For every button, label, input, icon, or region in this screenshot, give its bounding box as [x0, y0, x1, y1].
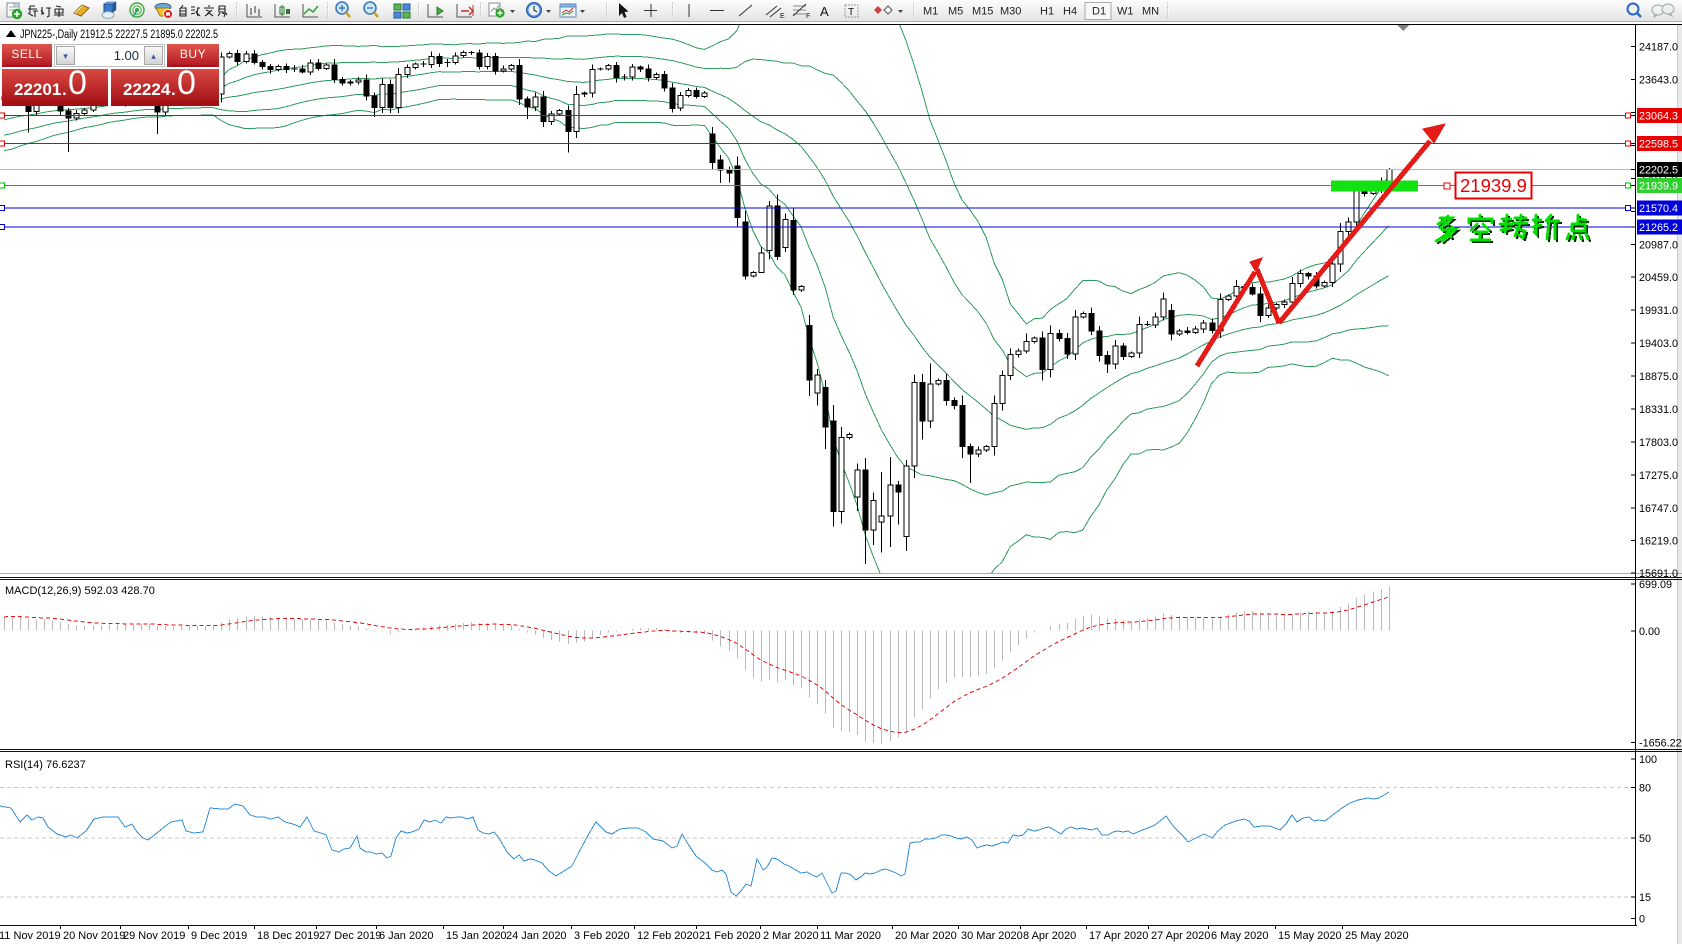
svg-text:H4: H4	[1063, 6, 1077, 18]
svg-text:15 May 2020: 15 May 2020	[1278, 930, 1342, 942]
svg-text:15: 15	[1639, 892, 1651, 904]
svg-text:0.00: 0.00	[1639, 626, 1660, 638]
svg-text:18875.0: 18875.0	[1639, 371, 1678, 383]
svg-text:E: E	[780, 13, 785, 20]
svg-text:80: 80	[1639, 783, 1651, 795]
svg-text:JPN225-,Daily 21912.5 22227.5: JPN225-,Daily 21912.5 22227.5 21895.0 22…	[20, 29, 218, 41]
svg-text:21939.9: 21939.9	[1460, 175, 1527, 196]
svg-text:8 Apr 2020: 8 Apr 2020	[1023, 930, 1076, 942]
svg-text:20987.0: 20987.0	[1639, 239, 1678, 251]
svg-text:W1: W1	[1117, 6, 1134, 18]
svg-text:30 Mar 2020: 30 Mar 2020	[961, 930, 1023, 942]
svg-text:23064.3: 23064.3	[1639, 111, 1678, 123]
svg-text:24187.0: 24187.0	[1639, 42, 1678, 54]
svg-text:A: A	[820, 4, 829, 19]
svg-text:17 Apr 2020: 17 Apr 2020	[1089, 930, 1148, 942]
svg-text:19931.0: 19931.0	[1639, 305, 1678, 317]
svg-text:M5: M5	[948, 6, 963, 18]
svg-text:16219.0: 16219.0	[1639, 536, 1678, 548]
svg-text:19403.0: 19403.0	[1639, 338, 1678, 350]
svg-text:2 Mar 2020: 2 Mar 2020	[763, 930, 819, 942]
svg-text:3 Feb 2020: 3 Feb 2020	[574, 930, 630, 942]
svg-text:21265.2: 21265.2	[1639, 222, 1678, 234]
svg-text:22598.5: 22598.5	[1639, 139, 1678, 151]
svg-text:21570.4: 21570.4	[1639, 203, 1678, 215]
svg-text:M1: M1	[923, 6, 938, 18]
svg-text:29 Nov 2019: 29 Nov 2019	[123, 930, 185, 942]
svg-text:50: 50	[1639, 833, 1651, 845]
svg-text:100: 100	[1639, 754, 1657, 766]
svg-text:21939.9: 21939.9	[1639, 181, 1678, 193]
svg-text:18331.0: 18331.0	[1639, 404, 1678, 416]
svg-text:27 Apr 2020: 27 Apr 2020	[1151, 930, 1210, 942]
svg-text:20459.0: 20459.0	[1639, 272, 1678, 284]
svg-text:M15: M15	[972, 6, 993, 18]
svg-text:MN: MN	[1142, 6, 1159, 18]
svg-text:20 Nov 2019: 20 Nov 2019	[63, 930, 125, 942]
svg-text:21 Feb 2020: 21 Feb 2020	[699, 930, 761, 942]
svg-text:22202.5: 22202.5	[1639, 165, 1678, 177]
svg-text:D1: D1	[1092, 6, 1106, 18]
svg-text:15691.0: 15691.0	[1639, 568, 1678, 580]
svg-text:24 Jan 2020: 24 Jan 2020	[506, 930, 567, 942]
svg-text:16747.0: 16747.0	[1639, 503, 1678, 515]
svg-text:15 Jan 2020: 15 Jan 2020	[446, 930, 507, 942]
svg-text:H1: H1	[1040, 6, 1054, 18]
svg-text:6 May 2020: 6 May 2020	[1211, 930, 1268, 942]
svg-text:-1656.22: -1656.22	[1639, 738, 1682, 750]
svg-text:MACD(12,26,9) 592.03 428.70: MACD(12,26,9) 592.03 428.70	[5, 585, 155, 597]
svg-text:9 Dec 2019: 9 Dec 2019	[191, 930, 247, 942]
svg-text:12 Feb 2020: 12 Feb 2020	[637, 930, 699, 942]
svg-text:11 Mar 2020: 11 Mar 2020	[820, 930, 881, 942]
svg-text:6 Jan 2020: 6 Jan 2020	[379, 930, 433, 942]
svg-text:RSI(14) 76.6237: RSI(14) 76.6237	[5, 759, 86, 771]
svg-text:17803.0: 17803.0	[1639, 437, 1678, 449]
svg-text:25 May 2020: 25 May 2020	[1345, 930, 1409, 942]
svg-text:18 Dec 2019: 18 Dec 2019	[257, 930, 319, 942]
svg-text:0: 0	[1639, 914, 1645, 926]
svg-text:699.09: 699.09	[1639, 579, 1672, 591]
svg-text:M30: M30	[1000, 6, 1021, 18]
svg-text:17275.0: 17275.0	[1639, 470, 1678, 482]
svg-text:F: F	[806, 13, 810, 20]
svg-text:20 Mar 2020: 20 Mar 2020	[895, 930, 957, 942]
svg-text:11 Nov 2019: 11 Nov 2019	[0, 930, 61, 942]
svg-text:23643.0: 23643.0	[1639, 75, 1678, 87]
svg-text:27 Dec 2019: 27 Dec 2019	[319, 930, 381, 942]
svg-text:T: T	[848, 7, 854, 18]
